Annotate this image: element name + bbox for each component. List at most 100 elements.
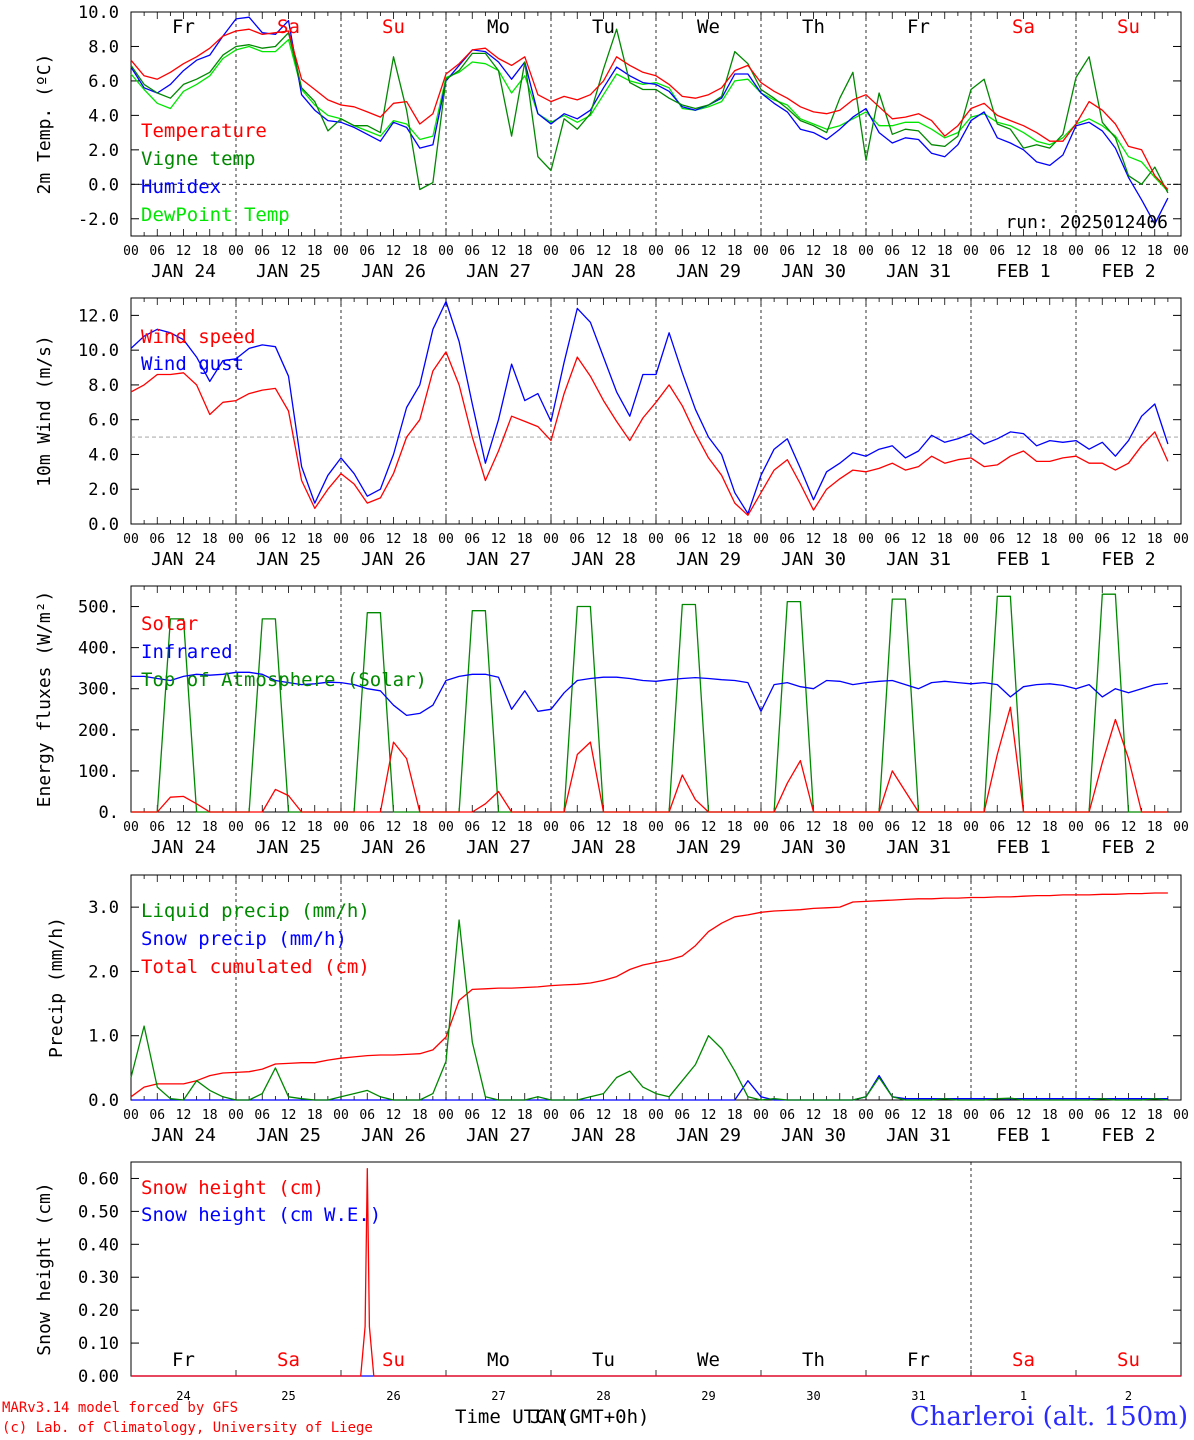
- hour-tick-label: 06: [779, 532, 795, 547]
- hour-tick-label: 18: [937, 820, 953, 835]
- y-tick-label: 3.0: [88, 898, 119, 918]
- legend-entry: Temperature: [141, 120, 267, 142]
- weekday-label: Mo: [487, 1349, 510, 1371]
- hour-tick-label: 18: [412, 1108, 428, 1123]
- hour-tick-label: 18: [307, 532, 323, 547]
- hour-tick-label: 06: [464, 820, 480, 835]
- hour-tick-label: 06: [464, 244, 480, 259]
- hour-tick-label: 12: [1016, 1108, 1032, 1123]
- hour-tick-label: 00: [1173, 820, 1189, 835]
- hour-tick-label: 18: [727, 820, 743, 835]
- hour-tick-label: 18: [202, 1108, 218, 1123]
- hour-tick-label: 12: [1121, 1108, 1137, 1123]
- precip-panel: 00 06 12 18 00 06 12 18 00 06 12 18 00 06 12 18 00 06 12 18…: [46, 874, 1189, 1146]
- date-label: FEB 2: [1101, 837, 1155, 858]
- weekday-label: We: [697, 16, 720, 38]
- hour-tick-label: 18: [727, 244, 743, 259]
- hour-tick-label: 00: [123, 1108, 139, 1123]
- weekday-label: Sa: [277, 1349, 300, 1371]
- hour-tick-label: 00: [753, 1108, 769, 1123]
- hour-tick-label: 12: [386, 244, 402, 259]
- hour-tick-label: 06: [989, 244, 1005, 259]
- hour-tick-label: 00: [1068, 820, 1084, 835]
- hour-tick-label: 12: [1121, 532, 1137, 547]
- hour-tick-label: 06: [569, 820, 585, 835]
- y-tick-label: 10.0: [78, 341, 119, 361]
- day-number-label: 1: [1020, 1389, 1027, 1403]
- y-tick-label: 0.0: [88, 515, 119, 535]
- hour-tick-label: 18: [307, 1108, 323, 1123]
- hour-tick-label: 12: [1016, 820, 1032, 835]
- hour-tick-label: 00: [648, 820, 664, 835]
- y-tick-label: 400.: [78, 639, 119, 659]
- y-tick-label: 0.10: [78, 1334, 119, 1354]
- weekday-label: Su: [1117, 1349, 1140, 1371]
- hour-tick-label: 12: [491, 532, 507, 547]
- hour-tick-label: 18: [307, 244, 323, 259]
- day-number-label: 29: [701, 1389, 715, 1403]
- hour-tick-label: 00: [333, 1108, 349, 1123]
- hour-tick-label: 12: [701, 244, 717, 259]
- hour-tick-label: 12: [1121, 244, 1137, 259]
- hour-tick-label: 06: [254, 820, 270, 835]
- y-axis-label: Precip (mm/h): [46, 917, 67, 1058]
- hour-tick-label: 06: [569, 532, 585, 547]
- date-label: FEB 1: [996, 549, 1050, 570]
- date-label: JAN 24: [151, 1125, 216, 1146]
- hour-tick-label: 12: [806, 1108, 822, 1123]
- date-label: JAN 26: [361, 261, 426, 282]
- date-label: JAN 24: [151, 549, 216, 570]
- hour-tick-label: 18: [202, 820, 218, 835]
- hour-tick-label: 06: [674, 244, 690, 259]
- y-tick-label: 1.0: [88, 1027, 119, 1047]
- hour-tick-label: 12: [176, 244, 192, 259]
- weekday-label: Sa: [1012, 1349, 1035, 1371]
- hour-tick-label: 12: [281, 820, 297, 835]
- y-tick-label: 2.0: [88, 141, 119, 161]
- date-label: JAN 31: [886, 261, 951, 282]
- date-label: JAN 30: [781, 549, 846, 570]
- hour-tick-label: 06: [884, 1108, 900, 1123]
- series-line-0: [130, 919, 1168, 1101]
- hour-tick-label: 00: [438, 1108, 454, 1123]
- series-line-2: [130, 16, 1169, 225]
- hour-tick-label: 06: [359, 532, 375, 547]
- hour-tick-label: 18: [622, 1108, 638, 1123]
- y-tick-label: 0.: [99, 803, 119, 823]
- hour-tick-label: 06: [884, 820, 900, 835]
- hour-tick-label: 06: [359, 820, 375, 835]
- hour-tick-label: 12: [1016, 532, 1032, 547]
- hour-tick-label: 18: [937, 532, 953, 547]
- date-label: JAN 27: [466, 1125, 531, 1146]
- series-line-1: [130, 300, 1169, 515]
- hour-tick-label: 06: [359, 1108, 375, 1123]
- weekday-label: Fr: [172, 1349, 195, 1371]
- hour-tick-label: 06: [569, 244, 585, 259]
- energy-fluxes-panel: 00 06 12 18 00 06 12 18 00 06 12 18 00 06 12 18 00 06 12 18…: [34, 585, 1189, 858]
- hour-tick-label: 12: [701, 532, 717, 547]
- hour-tick-label: 00: [543, 1108, 559, 1123]
- hour-tick-label: 00: [228, 532, 244, 547]
- date-label: FEB 2: [1101, 261, 1155, 282]
- y-tick-label: 0.30: [78, 1268, 119, 1288]
- hour-tick-label: 06: [1094, 820, 1110, 835]
- hour-tick-label: 18: [412, 820, 428, 835]
- y-axis-label: Energy fluxes (W/m²): [34, 591, 55, 808]
- hour-tick-label: 12: [281, 532, 297, 547]
- weekday-label: Su: [382, 16, 405, 38]
- date-label: JAN 26: [361, 549, 426, 570]
- hour-tick-label: 18: [307, 820, 323, 835]
- hour-tick-label: 06: [884, 532, 900, 547]
- y-tick-label: 0.00: [78, 1367, 119, 1387]
- y-tick-label: 0.20: [78, 1301, 119, 1321]
- legend-entry: Top of Atmosphere (Solar): [141, 669, 427, 691]
- legend-entry: Solar: [141, 613, 198, 635]
- y-axis-label: 2m Temp. (ºC): [34, 54, 55, 195]
- hour-tick-label: 06: [569, 1108, 585, 1123]
- series-line-2: [131, 593, 1168, 813]
- hour-tick-label: 18: [1147, 820, 1163, 835]
- date-label: JAN 28: [571, 549, 636, 570]
- hour-tick-label: 00: [1173, 244, 1189, 259]
- hour-tick-label: 18: [832, 532, 848, 547]
